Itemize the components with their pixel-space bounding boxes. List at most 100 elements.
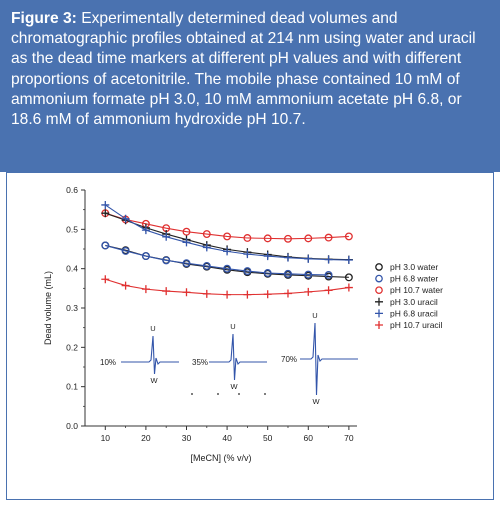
data-point	[324, 286, 333, 295]
data-point	[304, 254, 313, 263]
x-axis-label: [MeCN] (% v/v)	[190, 453, 251, 463]
legend-marker	[375, 286, 383, 295]
data-point	[243, 250, 252, 259]
x-tick-label: 70	[344, 433, 354, 443]
chromatogram-inset: 35% U W	[192, 322, 267, 391]
data-point	[202, 243, 211, 252]
data-point	[223, 232, 232, 241]
inset-peak-label-u: U	[150, 324, 155, 333]
legend-marker	[375, 309, 383, 318]
legend-marker	[375, 263, 383, 271]
data-point	[344, 283, 353, 292]
data-point	[182, 288, 191, 297]
y-tick-label: 0.3	[66, 303, 78, 313]
legend-label: pH 3.0 water	[390, 262, 438, 272]
inset-percent-label: 35%	[192, 358, 208, 367]
y-tick-label: 0.4	[66, 264, 78, 274]
data-point	[121, 214, 130, 223]
inset-percent-label: 10%	[100, 358, 116, 367]
data-point	[121, 281, 130, 290]
inset-scale-dot	[191, 393, 193, 395]
y-tick-label: 0.1	[66, 382, 78, 392]
data-point	[202, 261, 211, 270]
inset-peak-label-u: U	[230, 322, 235, 331]
inset-peak-label-u: U	[312, 311, 317, 320]
legend-label: pH 10.7 uracil	[390, 320, 443, 330]
chromatogram-inset: 10% U W	[100, 324, 179, 385]
data-point	[182, 238, 191, 247]
data-point	[101, 241, 110, 250]
series-ph-68-uracil	[101, 200, 353, 265]
data-point	[243, 267, 252, 275]
data-point	[344, 256, 353, 265]
caption-label: Figure 3:	[11, 10, 77, 27]
data-point	[162, 287, 171, 296]
data-point	[141, 285, 150, 294]
data-point	[182, 259, 191, 268]
x-tick-label: 40	[222, 433, 232, 443]
x-tick-label: 10	[101, 433, 111, 443]
data-point	[263, 234, 272, 243]
data-point	[243, 290, 252, 299]
data-point	[263, 269, 272, 277]
legend-marker	[375, 274, 383, 283]
data-point	[344, 232, 353, 241]
data-point	[101, 275, 110, 284]
data-point	[162, 256, 171, 265]
x-tick-label: 20	[141, 433, 151, 443]
legend-label: pH 3.0 uracil	[390, 297, 438, 307]
data-point	[324, 271, 333, 279]
data-point	[304, 270, 313, 279]
y-tick-label: 0.6	[66, 185, 78, 195]
data-point	[223, 264, 232, 273]
chromatogram-inset: 70% U W	[281, 311, 358, 406]
dead-volume-chart: 0.0 0.1 0.2 0.3 0.4 0.5 0.6 10 20 30 40 50 60 70 [MeCN…	[43, 185, 443, 463]
data-point	[223, 247, 232, 256]
data-point	[162, 232, 171, 241]
data-point	[202, 289, 211, 298]
data-point	[283, 289, 292, 298]
x-tick-label: 60	[304, 433, 314, 443]
inset-trace	[300, 322, 358, 396]
data-point	[141, 226, 150, 235]
legend-label: pH 6.8 water	[390, 274, 438, 284]
data-point	[324, 255, 333, 264]
legend-label: pH 10.7 water	[390, 285, 443, 295]
y-tick-label: 0.5	[66, 224, 78, 234]
data-point	[263, 252, 272, 261]
data-point	[284, 269, 292, 278]
data-point	[304, 287, 313, 296]
inset-scale-dot	[238, 393, 240, 395]
series-ph-107-uracil	[101, 275, 353, 299]
data-point	[243, 234, 252, 242]
data-point	[182, 227, 191, 236]
inset-peak-label-w: W	[230, 382, 238, 391]
caption-text: Experimentally determined dead volumes a…	[11, 10, 476, 129]
inset-trace	[121, 335, 179, 375]
legend-label: pH 6.8 uracil	[390, 308, 438, 318]
data-point	[283, 253, 292, 262]
y-tick-label: 0.0	[66, 421, 78, 431]
data-point	[121, 247, 130, 255]
series-ph-68-water	[101, 241, 333, 279]
data-point	[202, 230, 211, 239]
inset-scale-dot	[217, 393, 219, 395]
inset-peak-label-w: W	[312, 397, 320, 406]
data-point	[263, 290, 272, 299]
data-point	[284, 234, 292, 243]
data-point	[101, 209, 110, 218]
inset-scale-dot	[264, 393, 266, 395]
chart-panel: 0.0 0.1 0.2 0.3 0.4 0.5 0.6 10 20 30 40 50 60 70 [MeCN…	[6, 172, 494, 500]
x-tick-label: 50	[263, 433, 273, 443]
data-point	[344, 273, 353, 282]
figure-caption: Figure 3: Experimentally determined dead…	[0, 0, 500, 172]
legend-marker	[375, 321, 383, 329]
data-point	[304, 234, 313, 243]
legend-marker	[375, 297, 383, 306]
data-point	[324, 233, 333, 242]
inset-percent-label: 70%	[281, 355, 297, 364]
inset-trace	[209, 333, 267, 381]
data-point	[223, 290, 232, 299]
